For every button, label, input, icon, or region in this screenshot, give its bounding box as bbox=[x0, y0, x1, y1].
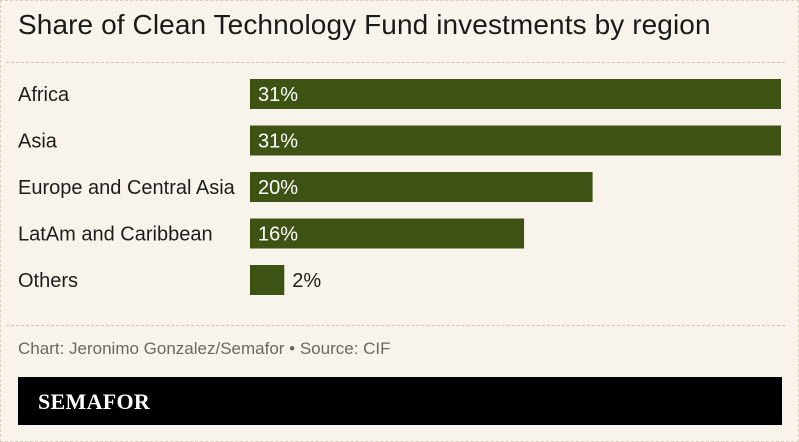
semafor-logo: SEMAFOR bbox=[38, 389, 151, 414]
category-label: Europe and Central Asia bbox=[18, 177, 236, 199]
category-label: Asia bbox=[18, 131, 58, 153]
brand-footer: SEMAFOR bbox=[18, 377, 782, 425]
bar-value-label: 16% bbox=[258, 224, 298, 246]
bar-chart: Africa 31% Asia 31% Europe and Central Asia 2… bbox=[18, 79, 781, 295]
bar bbox=[250, 218, 525, 249]
category-label: Others bbox=[18, 270, 78, 292]
chart-source: Chart: Jeronimo Gonzalez/Semafor • Sourc… bbox=[18, 339, 391, 358]
bar-value-label: 2% bbox=[292, 270, 321, 292]
bar-value-label: 31% bbox=[258, 84, 298, 106]
category-label: Africa bbox=[18, 84, 70, 106]
bar bbox=[250, 172, 593, 202]
source-divider bbox=[6, 325, 785, 326]
bar-value-label: 31% bbox=[258, 131, 298, 153]
chart-title: Share of Clean Technology Fund investmen… bbox=[18, 9, 711, 40]
bar bbox=[250, 125, 781, 156]
bar bbox=[250, 265, 285, 295]
title-divider bbox=[6, 62, 785, 63]
category-label: LatAm and Caribbean bbox=[18, 224, 213, 246]
bar-value-label: 20% bbox=[258, 177, 298, 199]
bar bbox=[250, 79, 781, 109]
